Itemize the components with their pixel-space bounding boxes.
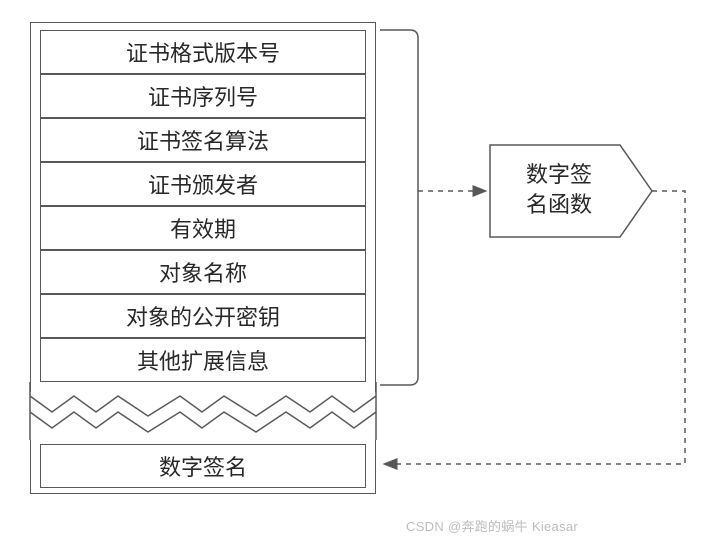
watermark-text: CSDN @奔跑的蜗牛 Kieasar bbox=[406, 516, 578, 535]
connectors bbox=[0, 0, 716, 543]
diagram-canvas: 证书格式版本号 证书序列号 证书签名算法 证书颁发者 有效期 对象名称 对象的公… bbox=[0, 0, 716, 543]
